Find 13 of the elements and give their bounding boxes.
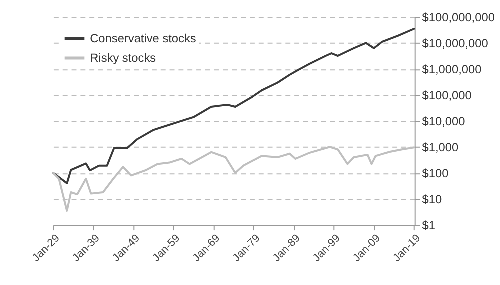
legend-label: Risky stocks — [90, 51, 156, 66]
y-tick-label: $100,000,000 — [422, 10, 496, 25]
y-tick-label: $100 — [422, 166, 450, 181]
line-series — [52, 28, 416, 184]
y-tick-label: $10,000 — [422, 114, 466, 129]
line-series — [52, 146, 416, 212]
legend-label: Conservative stocks — [90, 31, 196, 46]
y-tick-label: $10,000,000 — [422, 36, 489, 51]
y-tick-label: $100,000 — [422, 88, 472, 103]
y-tick-label: $1,000 — [422, 140, 459, 155]
y-tick-label: $1 — [422, 218, 436, 233]
y-tick-label: $1,000,000 — [422, 62, 482, 77]
y-tick-label: $10 — [422, 192, 442, 207]
